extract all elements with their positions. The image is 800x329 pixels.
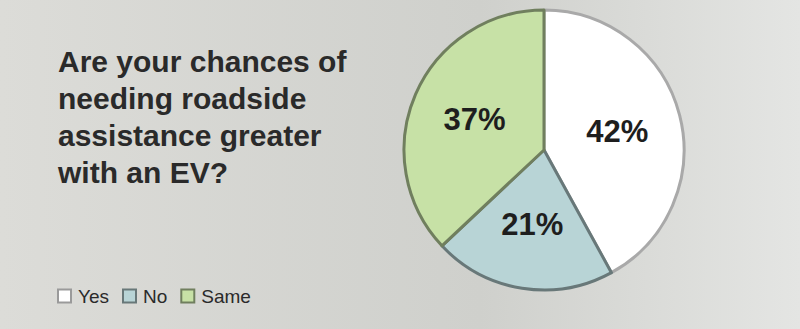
legend-swatch xyxy=(181,290,194,303)
data-labels: 42% 21% 37% xyxy=(444,102,649,242)
data-label: 37% xyxy=(444,102,506,137)
legend-swatch xyxy=(123,290,136,303)
legend-label: Yes xyxy=(78,286,109,307)
plot-area xyxy=(404,10,684,290)
title-line: with an EV? xyxy=(57,156,228,189)
chart-title: Are your chances of needing roadside assis… xyxy=(57,45,347,189)
legend-label: Same xyxy=(201,286,251,307)
background xyxy=(0,0,800,329)
legend-label: No xyxy=(143,286,167,307)
data-label: 21% xyxy=(501,207,563,242)
pie xyxy=(404,10,684,290)
title-line: Are your chances of xyxy=(58,45,347,78)
data-label: 42% xyxy=(586,114,648,149)
legend: Yes No Same xyxy=(58,286,251,307)
legend-swatch xyxy=(58,290,71,303)
title-line: needing roadside xyxy=(58,82,306,115)
title-line: assistance greater xyxy=(58,119,322,152)
